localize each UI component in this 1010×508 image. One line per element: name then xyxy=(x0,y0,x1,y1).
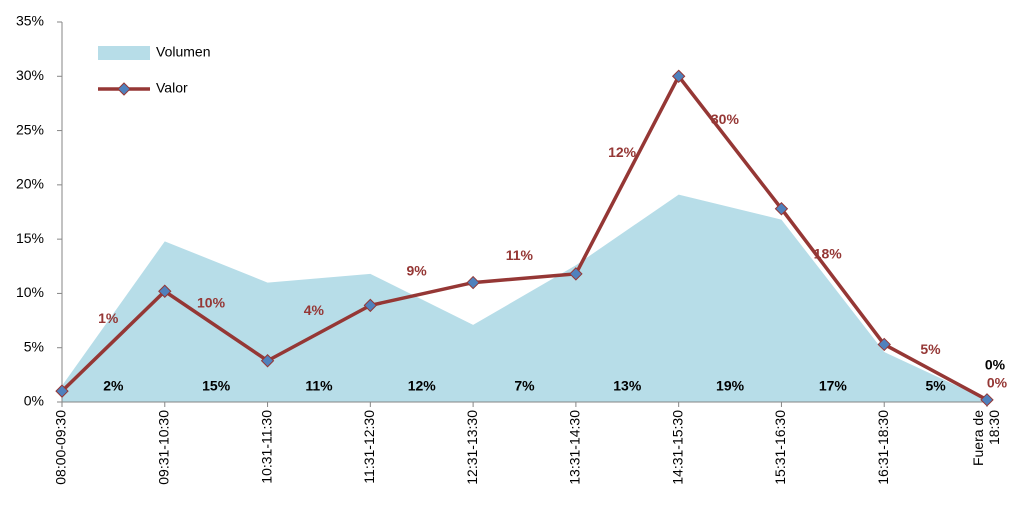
y-tick-label: 15% xyxy=(16,230,44,246)
y-tick-label: 20% xyxy=(16,176,44,192)
data-label: 11% xyxy=(305,378,333,394)
y-tick-label: 25% xyxy=(16,121,44,137)
marker xyxy=(980,393,994,407)
data-label: 11% xyxy=(506,247,534,263)
data-label: 12% xyxy=(608,144,637,160)
y-tick-label: 35% xyxy=(16,13,44,29)
x-tick-label: 10:31-11:30 xyxy=(258,410,274,484)
x-tick-label: 11:31-12:30 xyxy=(361,410,377,484)
y-tick-label: 5% xyxy=(24,338,44,354)
x-tick-label: 12:31-13:30 xyxy=(464,410,480,485)
marker xyxy=(877,337,891,352)
y-tick-label: 30% xyxy=(16,67,44,83)
data-label: 19% xyxy=(716,378,745,394)
data-label: 10% xyxy=(197,295,226,311)
data-label: 15% xyxy=(202,378,231,394)
x-tick-label-line: Fuera de xyxy=(970,410,986,466)
data-label: 13% xyxy=(613,378,642,394)
data-label: 2% xyxy=(103,378,124,394)
x-tick-label: 13:31-14:30 xyxy=(567,410,583,485)
x-tick-label: 08:00-09:30 xyxy=(53,410,69,485)
legend-label: Volumen xyxy=(156,44,210,60)
y-tick-label: 10% xyxy=(16,284,44,300)
x-tick-label-line: 18:30 xyxy=(986,410,1002,445)
x-tick-label: Fuera de18:30 xyxy=(970,410,1002,466)
data-label: 12% xyxy=(408,378,437,394)
marker xyxy=(774,202,789,216)
x-tick-label: 15:31-16:30 xyxy=(772,410,788,485)
marker xyxy=(466,275,480,290)
line xyxy=(60,73,988,402)
legend-label: Valor xyxy=(156,80,188,96)
x-tick-label: 14:31-15:30 xyxy=(669,410,685,485)
data-label: 0% xyxy=(985,357,1006,373)
area xyxy=(62,194,987,402)
marker xyxy=(363,298,378,313)
marker xyxy=(569,267,583,281)
data-label: 1% xyxy=(98,310,119,326)
data-label: 0% xyxy=(987,375,1008,391)
marker xyxy=(55,384,69,398)
data-label: 5% xyxy=(920,341,941,357)
legend-marker xyxy=(117,82,131,96)
marker xyxy=(158,284,172,298)
x-tick-label: 16:31-18:30 xyxy=(875,410,891,485)
data-label: 30% xyxy=(711,111,740,127)
data-label: 17% xyxy=(819,378,848,394)
data-label: 9% xyxy=(406,263,427,279)
legend-swatch xyxy=(98,46,150,60)
data-label: 4% xyxy=(304,302,325,318)
y-tick-label: 0% xyxy=(24,393,44,409)
data-label: 7% xyxy=(514,378,535,394)
data-label: 18% xyxy=(814,245,843,261)
marker xyxy=(671,69,686,83)
marker xyxy=(260,354,275,368)
data-label: 5% xyxy=(925,378,946,394)
x-tick-label: 09:31-10:30 xyxy=(155,410,171,485)
